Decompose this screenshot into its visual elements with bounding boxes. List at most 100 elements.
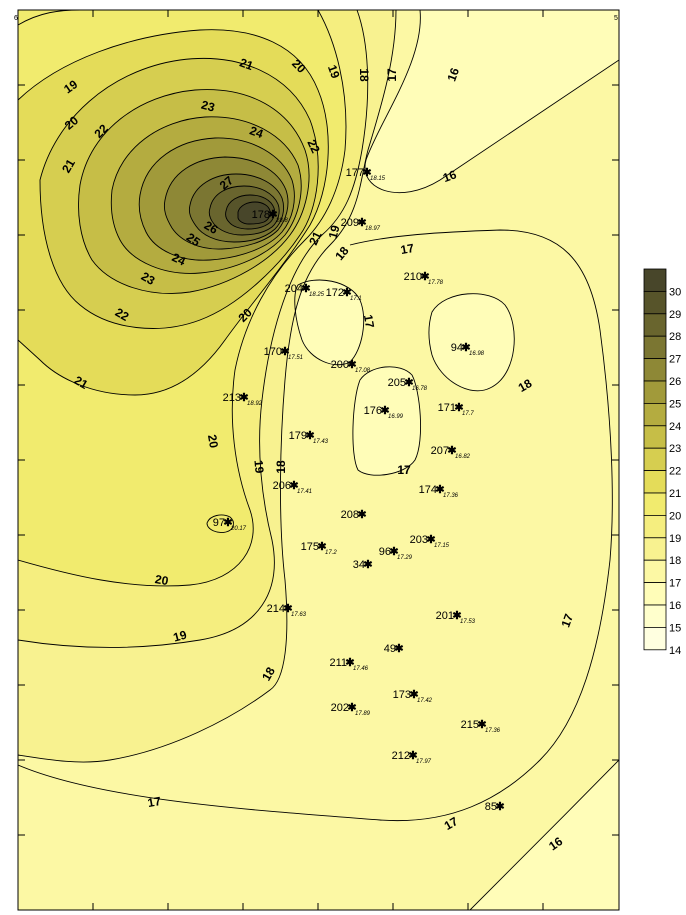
legend-swatch-25	[643, 380, 667, 404]
well-marker: 211✱17.46	[329, 657, 368, 672]
svg-text:✱: ✱	[454, 402, 463, 414]
svg-text:17.36: 17.36	[443, 493, 459, 499]
svg-text:34: 34	[353, 559, 365, 571]
well-marker: 203✱17.15	[410, 534, 450, 549]
svg-text:20.17: 20.17	[230, 526, 247, 532]
legend-swatch-26	[643, 358, 667, 382]
contour-label: 21	[306, 229, 324, 247]
contour-label: 18	[259, 664, 278, 683]
contour-label: 17	[361, 314, 377, 330]
svg-text:17.89: 17.89	[355, 711, 371, 717]
svg-text:97: 97	[213, 517, 225, 529]
svg-text:18.92: 18.92	[247, 401, 263, 407]
legend-swatch-18	[643, 537, 667, 561]
svg-text:208: 208	[341, 509, 359, 521]
svg-text:171: 171	[438, 402, 456, 414]
svg-text:16.82: 16.82	[455, 454, 471, 460]
svg-text:85: 85	[485, 801, 497, 813]
legend-swatch-23	[643, 425, 667, 449]
legend-label-21: 21	[669, 488, 681, 500]
svg-text:17.78: 17.78	[428, 280, 444, 286]
svg-text:17.36: 17.36	[485, 728, 501, 734]
svg-text:96: 96	[379, 546, 391, 558]
legend-swatch-14	[643, 627, 667, 651]
svg-text:✱: ✱	[239, 392, 248, 404]
legend-label-16: 16	[669, 600, 681, 612]
svg-text:17.15: 17.15	[434, 543, 450, 549]
svg-text:175: 175	[301, 541, 319, 553]
well-marker: 215✱17.36	[461, 719, 501, 734]
legend-swatch-17	[643, 559, 667, 584]
fill-16-east-island	[429, 293, 515, 391]
well-marker: 49✱	[384, 643, 404, 655]
legend-label-30: 30	[669, 286, 681, 298]
svg-text:✱: ✱	[268, 209, 277, 221]
svg-text:17.1: 17.1	[350, 296, 362, 302]
legend-swatch-20	[643, 492, 667, 516]
contour-label: 17	[397, 463, 411, 477]
well-marker: 94✱16.98	[451, 342, 485, 357]
well-marker: 173✱17.42	[393, 689, 433, 704]
legend-swatch-16	[643, 582, 667, 606]
svg-text:201: 201	[436, 610, 454, 622]
svg-text:17.97: 17.97	[416, 759, 432, 765]
fill-20-pocket	[207, 515, 234, 533]
fill-16-center-island	[294, 280, 364, 365]
well-marker: 97✱20.17	[213, 517, 247, 532]
svg-text:202: 202	[331, 702, 349, 714]
svg-text:✱: ✱	[389, 546, 398, 558]
contour-label: 21	[72, 373, 91, 392]
contour-label: 21	[59, 156, 78, 175]
svg-text:206: 206	[273, 480, 291, 492]
fill-16-southeast	[470, 760, 619, 910]
svg-text:✱: ✱	[394, 643, 403, 655]
svg-text:16.78: 16.78	[412, 386, 428, 392]
legend-label-20: 20	[669, 510, 681, 522]
svg-text:✱: ✱	[404, 377, 413, 389]
svg-text:✱: ✱	[305, 430, 314, 442]
well-marker: 207✱16.82	[431, 445, 471, 460]
contour-label: 17	[147, 794, 163, 810]
svg-text:✱: ✱	[426, 534, 435, 546]
svg-text:17.08: 17.08	[355, 368, 371, 374]
svg-text:212: 212	[392, 750, 410, 762]
svg-text:17.46: 17.46	[353, 666, 369, 672]
contour-label: 22	[304, 137, 322, 155]
contour-label: 17	[558, 612, 576, 630]
well-marker: 85✱	[485, 801, 505, 813]
svg-text:✱: ✱	[362, 167, 371, 179]
svg-text:✱: ✱	[280, 346, 289, 358]
svg-text:177: 177	[346, 167, 364, 179]
well-marker: 208✱	[341, 509, 367, 521]
svg-text:200: 200	[331, 359, 349, 371]
well-marker: 202✱17.89	[331, 702, 371, 717]
frame-ticks	[17, 9, 620, 911]
svg-text:18.97: 18.97	[365, 226, 381, 232]
well-marker: 210✱17.78	[404, 271, 444, 286]
svg-text:170: 170	[264, 346, 282, 358]
legend-label-18: 18	[669, 555, 681, 567]
svg-text:17.43: 17.43	[313, 439, 329, 445]
corner-label-top-right: 5	[614, 15, 618, 22]
svg-text:49: 49	[384, 643, 396, 655]
svg-text:✱: ✱	[435, 484, 444, 496]
well-marker: 204✱18.25	[285, 283, 325, 298]
svg-text:17.51: 17.51	[288, 355, 303, 361]
legend-label-27: 27	[669, 354, 681, 366]
legend-label-24: 24	[669, 421, 681, 433]
contour-fills	[18, 10, 619, 910]
well-marker: 205✱16.78	[388, 377, 428, 392]
svg-text:18.15: 18.15	[370, 176, 386, 182]
well-marker: 96✱17.29	[379, 546, 413, 561]
legend-label-23: 23	[669, 443, 681, 455]
svg-text:✱: ✱	[452, 610, 461, 622]
fill-30	[238, 202, 271, 224]
well-marker: 212✱17.97	[392, 750, 432, 765]
contour-label: 23	[139, 269, 158, 288]
svg-text:17.63: 17.63	[291, 612, 307, 618]
corner-label-top-left: 6	[14, 15, 18, 22]
svg-text:17.42: 17.42	[417, 698, 433, 704]
legend-label-25: 25	[669, 398, 681, 410]
svg-text:204: 204	[285, 283, 303, 295]
